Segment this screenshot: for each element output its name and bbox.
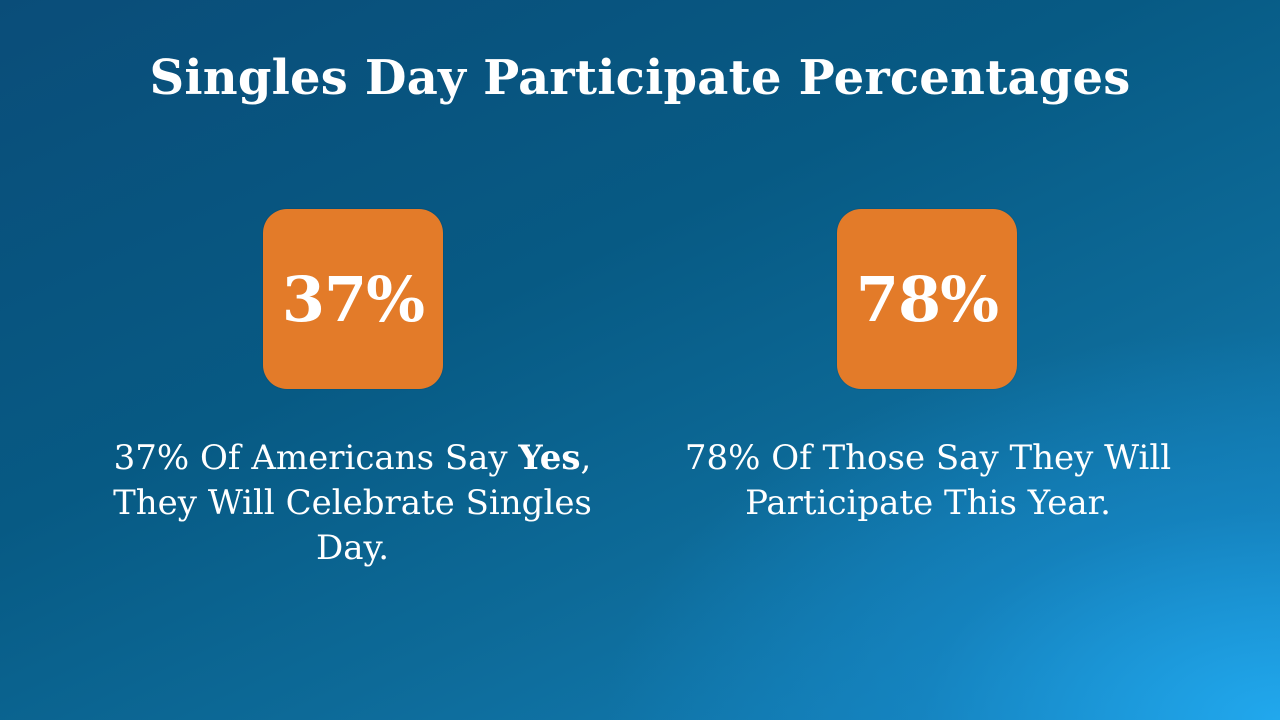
caption-americans-emphasis: Yes bbox=[518, 438, 581, 478]
stat-value-americans: 37% bbox=[281, 262, 425, 336]
stat-box-participants: 78% bbox=[837, 209, 1017, 389]
caption-americans-text-end: , They Will Celebrate Singles Day. bbox=[113, 438, 592, 568]
caption-americans: 37% Of Americans Say Yes, They Will Cele… bbox=[100, 436, 605, 571]
slide-title: Singles Day Participate Percentages bbox=[149, 50, 1131, 106]
caption-americans-text-start: 37% Of Americans Say bbox=[113, 438, 519, 478]
stat-box-americans: 37% bbox=[263, 209, 443, 389]
stat-value-participants: 78% bbox=[855, 262, 999, 336]
caption-participants: 78% Of Those Say They Will Participate T… bbox=[684, 438, 1172, 523]
